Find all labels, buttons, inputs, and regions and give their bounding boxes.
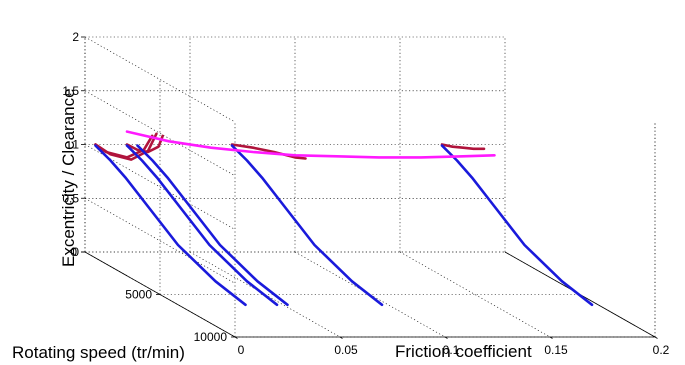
- secondary-curve: [125, 134, 164, 154]
- x-tick-mark: [549, 336, 553, 339]
- x-tick-mark: [444, 336, 448, 339]
- x-tick-mark: [654, 336, 658, 339]
- secondary-curve: [230, 143, 307, 160]
- secondary-curve: [94, 132, 158, 161]
- x-axis-label: Friction coefficient: [395, 342, 532, 361]
- x-tick-label: 0.1: [443, 343, 460, 357]
- grid: [84, 36, 656, 338]
- y-tick-label: 5000: [125, 288, 152, 302]
- y-axis-label: Rotating speed (tr/min): [12, 343, 185, 362]
- z-tick-label: 0.5: [62, 191, 79, 205]
- x-tick-label: 0.15: [544, 343, 568, 357]
- x-tick-mark: [234, 336, 238, 339]
- x-tick-mark: [339, 336, 343, 339]
- gridline: [84, 36, 236, 123]
- eccentricity-curve: [230, 144, 384, 307]
- eccentricity-curve: [125, 144, 279, 307]
- y-tick-label: 0: [70, 245, 77, 259]
- plot-area: [94, 130, 594, 307]
- z-tick-label: 0: [72, 245, 79, 259]
- z-tick-label: 1.5: [62, 84, 79, 98]
- z-axis-label: Excentricity / Clearance: [59, 88, 78, 267]
- eccentricity-curve: [94, 144, 247, 307]
- y-tick-label: 10000: [194, 330, 228, 344]
- eccentricity-curve: [440, 144, 594, 307]
- x-tick-label: 0: [238, 343, 245, 357]
- z-tick-label: 1: [72, 138, 79, 152]
- x-tick-label: 0.2: [653, 343, 670, 357]
- z-tick-label: 2: [72, 30, 79, 44]
- x-tick-label: 0.05: [334, 343, 358, 357]
- envelope-curve: [125, 130, 496, 159]
- secondary-curve: [440, 143, 486, 151]
- eccentricity-curve: [136, 144, 289, 307]
- axes-box: [84, 122, 657, 338]
